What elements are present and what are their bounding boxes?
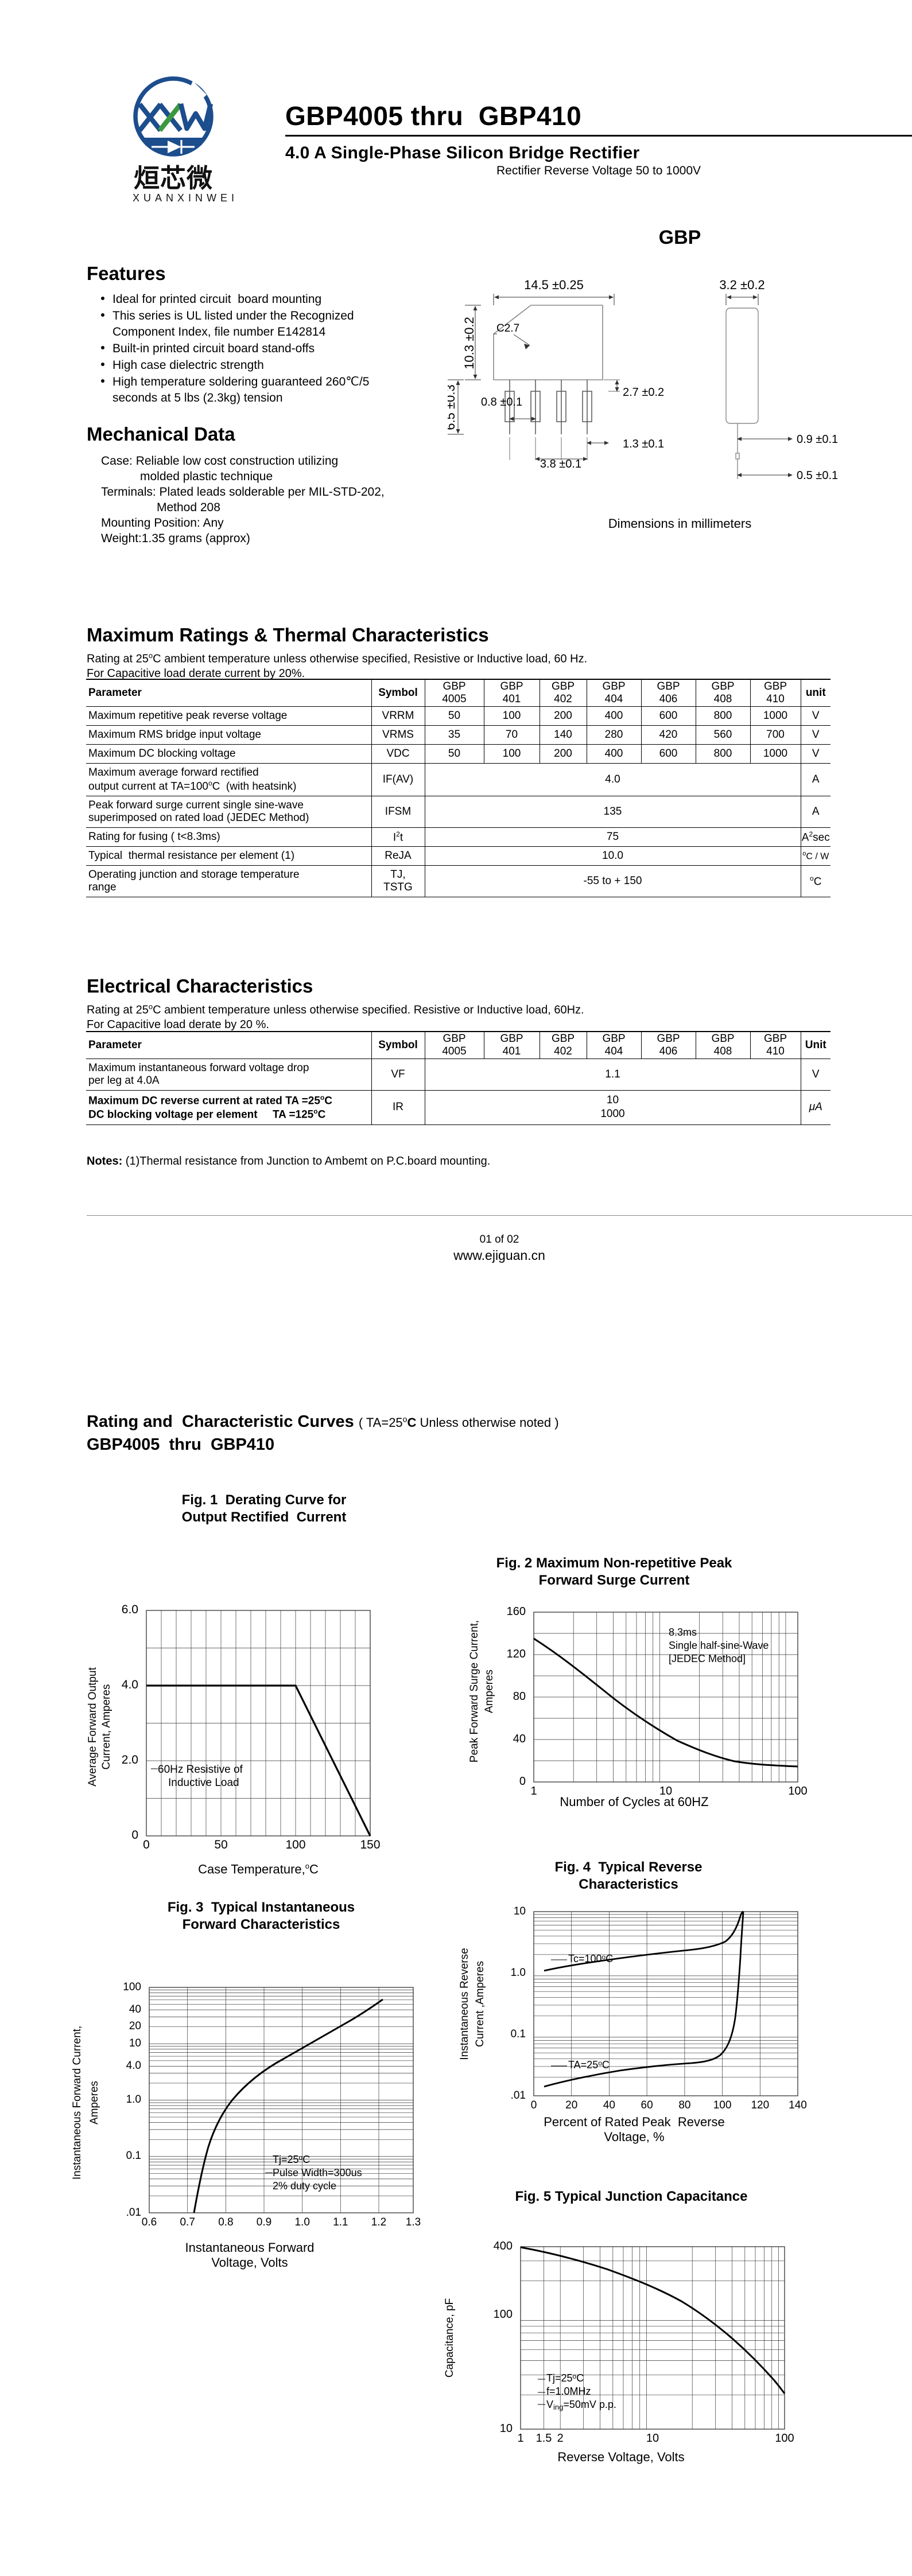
svg-text:1.3 ±0.1: 1.3 ±0.1 bbox=[623, 438, 664, 450]
svg-text:60: 60 bbox=[641, 2099, 653, 2111]
svg-text:150: 150 bbox=[360, 1838, 380, 1851]
svg-text:8.3ms: 8.3ms bbox=[669, 1626, 697, 1638]
svg-text:100: 100 bbox=[123, 1981, 141, 1993]
svg-text:1.0: 1.0 bbox=[126, 2094, 141, 2106]
svg-text:0.9 ±0.1: 0.9 ±0.1 bbox=[797, 433, 838, 446]
svg-text:Inductive Load: Inductive Load bbox=[168, 1777, 239, 1789]
svg-text:Amperes: Amperes bbox=[88, 2081, 100, 2124]
svg-text:1: 1 bbox=[517, 2432, 523, 2445]
svg-text:0.1: 0.1 bbox=[511, 2028, 526, 2040]
svg-text:40: 40 bbox=[513, 1733, 526, 1745]
svg-text:1.3: 1.3 bbox=[406, 2216, 421, 2228]
svg-text:Current, Amperes: Current, Amperes bbox=[100, 1684, 112, 1770]
svg-text:80: 80 bbox=[678, 2099, 690, 2111]
svg-text:TA=25oC: TA=25oC bbox=[568, 2059, 610, 2071]
svg-text:0.7: 0.7 bbox=[180, 2216, 195, 2228]
svg-text:Pulse Width=300us: Pulse Width=300us bbox=[273, 2167, 362, 2178]
svg-text:20: 20 bbox=[129, 2020, 141, 2032]
svg-text:0.8: 0.8 bbox=[218, 2216, 233, 2228]
svg-text:4.0: 4.0 bbox=[126, 2060, 141, 2072]
svg-text:0: 0 bbox=[131, 1828, 138, 1842]
svg-text:120: 120 bbox=[507, 1648, 526, 1660]
svg-text:C2.7: C2.7 bbox=[496, 322, 519, 334]
svg-text:Tj=25oC: Tj=25oC bbox=[546, 2372, 584, 2384]
svg-text:Capacitance, pF: Capacitance, pF bbox=[444, 2298, 456, 2377]
svg-text:10: 10 bbox=[646, 2432, 659, 2445]
svg-text:60Hz Resistive of: 60Hz Resistive of bbox=[158, 1764, 243, 1776]
svg-text:Average Forward Output: Average Forward Output bbox=[87, 1667, 99, 1786]
svg-text:0.6: 0.6 bbox=[142, 2216, 157, 2228]
svg-text:1.1: 1.1 bbox=[333, 2216, 348, 2228]
svg-text:14.5 ±0.25: 14.5 ±0.25 bbox=[524, 278, 584, 292]
svg-text:Tc=100oC: Tc=100oC bbox=[568, 1953, 613, 1964]
svg-text:120: 120 bbox=[751, 2099, 769, 2111]
svg-text:Single half-sine-Wave: Single half-sine-Wave bbox=[669, 1640, 769, 1651]
svg-text:Peak Forward Surge Current,: Peak Forward Surge Current, bbox=[468, 1620, 480, 1762]
svg-text:Current ,Amperes: Current ,Amperes bbox=[474, 1961, 486, 2047]
svg-text:0.1: 0.1 bbox=[126, 2150, 141, 2162]
svg-text:3.8 ±0.1: 3.8 ±0.1 bbox=[540, 458, 581, 470]
svg-text:20: 20 bbox=[565, 2099, 577, 2111]
svg-text:Amperes: Amperes bbox=[483, 1670, 495, 1713]
svg-text:0.9: 0.9 bbox=[257, 2216, 271, 2228]
svg-text:10: 10 bbox=[514, 1905, 526, 1917]
svg-text:6.0: 6.0 bbox=[122, 1603, 138, 1616]
svg-text:1.0: 1.0 bbox=[511, 1967, 526, 1979]
svg-text:4.0: 4.0 bbox=[122, 1678, 138, 1691]
svg-text:100: 100 bbox=[494, 2308, 513, 2321]
svg-text:Ving=50mV p.p.: Ving=50mV p.p. bbox=[546, 2399, 616, 2411]
svg-text:10: 10 bbox=[129, 2037, 141, 2049]
svg-text:140: 140 bbox=[789, 2099, 807, 2111]
svg-text:10.3 ±0.2: 10.3 ±0.2 bbox=[462, 317, 476, 369]
svg-text:2.0: 2.0 bbox=[122, 1753, 138, 1766]
svg-text:2% duty cycle: 2% duty cycle bbox=[273, 2180, 336, 2192]
svg-text:Instantaneous Reverse: Instantaneous Reverse bbox=[459, 1948, 471, 2060]
svg-text:2: 2 bbox=[557, 2432, 564, 2445]
svg-text:400: 400 bbox=[494, 2240, 513, 2252]
svg-text:1.0: 1.0 bbox=[294, 2216, 309, 2228]
svg-text:80: 80 bbox=[513, 1690, 526, 1703]
svg-text:160: 160 bbox=[507, 1605, 526, 1618]
svg-text:f=1.0MHz: f=1.0MHz bbox=[546, 2386, 591, 2397]
svg-text:0: 0 bbox=[519, 1775, 526, 1788]
svg-text:100: 100 bbox=[285, 1838, 305, 1851]
svg-text:0: 0 bbox=[531, 2099, 537, 2111]
svg-text:[JEDEC Method]: [JEDEC Method] bbox=[669, 1653, 746, 1664]
svg-text:0: 0 bbox=[143, 1838, 150, 1851]
svg-text:40: 40 bbox=[603, 2099, 615, 2111]
svg-text:100: 100 bbox=[713, 2099, 732, 2111]
svg-text:Instantaneous Forward Current,: Instantaneous Forward Current, bbox=[71, 2026, 83, 2180]
svg-text:0.8 ±0.1: 0.8 ±0.1 bbox=[481, 396, 522, 408]
svg-text:100: 100 bbox=[775, 2432, 794, 2445]
svg-text:1.5: 1.5 bbox=[536, 2432, 552, 2445]
svg-text:.01: .01 bbox=[126, 2207, 141, 2219]
svg-text:50: 50 bbox=[214, 1838, 227, 1851]
svg-text:40: 40 bbox=[129, 2003, 141, 2015]
svg-text:3.2 ±0.2: 3.2 ±0.2 bbox=[719, 278, 764, 292]
svg-text:10: 10 bbox=[500, 2422, 513, 2435]
svg-text:.01: .01 bbox=[511, 2089, 526, 2102]
svg-text:Tj=25oC: Tj=25oC bbox=[273, 2154, 310, 2165]
svg-text:6.5 ±0.3: 6.5 ±0.3 bbox=[448, 384, 457, 430]
svg-text:2.7 ±0.2: 2.7 ±0.2 bbox=[623, 386, 664, 399]
svg-text:0.5 ±0.1: 0.5 ±0.1 bbox=[797, 469, 838, 482]
svg-text:1.2: 1.2 bbox=[371, 2216, 386, 2228]
